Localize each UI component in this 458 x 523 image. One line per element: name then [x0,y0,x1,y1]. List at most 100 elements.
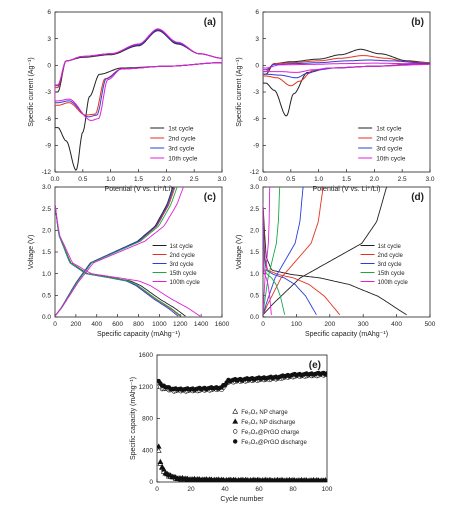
x-tick-label: 0.0 [50,176,59,183]
data-point [157,447,162,453]
chart-panel-2: 0.0 0.5 1.0 1.5 2.0 2.5 3.0 -12 -9 -6 -3 0 3 6 Potenti… [236,9,435,193]
x-tick-label: 1.5 [134,176,143,183]
series-line-4 [263,62,430,73]
x-tick-label: 0.0 [258,176,267,183]
legend-entry: 10th cycle [376,155,406,162]
legend-entry: Fe₃O₄ NP charge [241,410,288,416]
series-line-2 [55,29,222,116]
plot-frame [54,186,223,318]
discharge-curve-5 [263,204,272,315]
x-tick-label: 60 [255,486,263,493]
legend-entry: Fe₃O₄ NP discharge [241,420,296,426]
plot-area [157,370,327,482]
x-tick-label: 3.0 [217,176,226,183]
plot-frame [262,11,431,173]
y-axis-label: Voltage (V) [236,235,243,270]
y-tick-label: 6 [255,9,259,16]
y-tick-label: 3.0 [250,184,259,191]
y-tick-label: 1200 [139,384,154,391]
x-tick-label: 40 [221,486,229,493]
x-tick-label: 400 [91,321,102,328]
legend-entry: 3rd cycle [378,262,403,268]
charge-curve-4 [263,187,281,315]
x-tick-label: 0.5 [78,176,87,183]
x-tick-label: 0 [53,321,57,328]
data-point [160,466,167,472]
series-line-4 [55,28,222,121]
charge-curve-1 [55,187,174,317]
legend-entry: 1st cycle [170,244,194,250]
series-line-2 [263,55,430,87]
plot-area [55,187,201,317]
legend-entry: 15th cycle [170,271,198,277]
legend-entry: 10th cycle [168,155,198,162]
x-tick-label: 1200 [173,321,188,328]
legend-entry: Fe₃O₄@PrGO discharge [241,440,307,446]
legend-entry: 100th cycle [170,280,201,286]
plot-area [263,48,430,117]
legend-entry: 2nd cycle [170,253,196,259]
y-tick-label: 0 [149,479,153,486]
x-tick-label: 1400 [194,321,209,328]
legend-entry: Fe₃O₄@PrGO charge [241,430,300,436]
y-tick-label: 3 [47,36,51,43]
discharge-curve-1 [55,204,186,317]
y-tick-label: 1.5 [250,249,259,256]
legend-entry: 3rd cycle [170,262,195,268]
x-tick-label: 80 [289,486,297,493]
discharge-curve-5 [55,204,201,317]
legend-entry: 1st cycle [376,125,402,132]
x-axis-label: Potential (V vs. Li⁺/Li) [105,186,173,193]
legend-entry: 2nd cycle [168,135,196,142]
x-axis-label: Cycle number [220,496,264,503]
y-axis-label: Specific capacity (mAhg⁻¹) [130,377,137,460]
y-tick-label: -6 [253,116,259,123]
y-tick-label: 0.5 [250,293,259,300]
plot-area [263,187,407,316]
plot-area [55,28,222,172]
charge-curve-3 [55,187,175,317]
legend-marker [233,439,238,444]
charge-curve-5 [55,187,184,317]
legend-entry: 100th cycle [378,280,409,286]
charge-curve-2 [263,187,324,315]
charge-curve-5 [263,187,271,315]
legend-entry: 1st cycle [378,244,402,250]
y-axis-label: Specific current (Ag⁻¹) [28,57,35,126]
y-tick-label: 3 [255,36,259,43]
chart-panel-1: 0.0 0.5 1.0 1.5 2.0 2.5 3.0 -12 -9 -6 -3 0 3 6 Potenti… [28,9,227,193]
y-tick-label: 2.5 [42,206,51,213]
x-axis-label: Specific capacity (mAhg⁻¹) [305,331,388,338]
legend-entry: 2nd cycle [376,135,404,142]
legend-entry: 3rd cycle [168,145,194,152]
legend-entry: 3rd cycle [376,145,402,152]
x-tick-label: 0 [261,321,265,328]
panel-label: (c) [204,192,216,203]
x-tick-label: 20 [187,486,195,493]
x-tick-label: 2.5 [398,176,407,183]
y-tick-label: 0 [255,63,259,70]
x-axis-label: Specific capacity (mAhg⁻¹) [97,331,180,338]
y-tick-label: 2.0 [250,228,259,235]
x-tick-label: 1.0 [314,176,323,183]
legend-marker [232,408,239,414]
y-axis-label: Specific current (Ag⁻¹) [236,57,243,126]
y-tick-label: 0.0 [250,314,259,321]
discharge-curve-2 [263,204,341,316]
panel-label: (b) [411,17,424,28]
y-tick-label: -9 [253,143,259,150]
discharge-curve-1 [263,204,407,316]
y-tick-label: 1.0 [42,271,51,278]
legend-marker [233,429,238,434]
y-tick-label: -9 [45,143,51,150]
y-tick-label: 2.5 [250,206,259,213]
charge-curve-4 [55,187,178,317]
x-tick-label: 600 [112,321,123,328]
chart-panel-3: 0 200 400 600 800 1000 1200 1400 1600 0.0 0.5 1.0 1.… [28,184,230,338]
x-tick-label: 1.5 [342,176,351,183]
data-point [157,458,164,465]
data-point [157,443,162,449]
x-tick-label: 3.0 [425,176,434,183]
x-tick-label: 500 [425,321,436,328]
